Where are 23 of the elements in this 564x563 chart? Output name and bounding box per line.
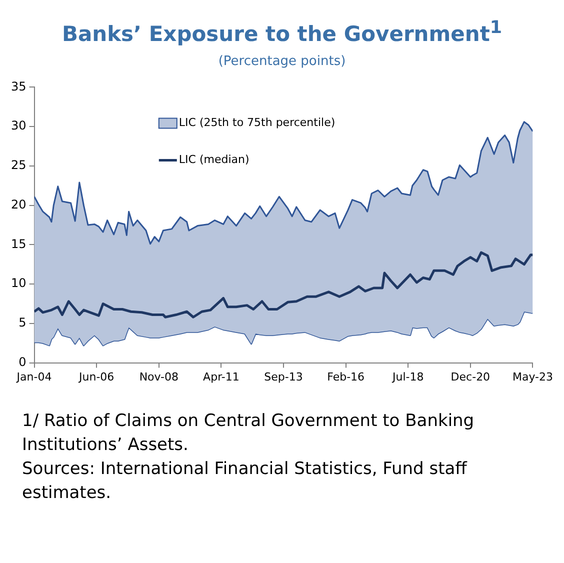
chart-subtitle: (Percentage points) [217,54,347,69]
source-note: Sources: International Financial Statistics, Fund staff estimates. [22,458,468,505]
y-tick-label: 0 [18,354,26,369]
x-tick-label: Sep-13 [264,370,303,384]
y-tick-label: 20 [10,197,26,212]
x-tick-label: Jan-04 [16,370,52,384]
legend-label: LIC (median) [178,153,250,166]
y-tick-label: 5 [18,316,26,330]
text: 1/ Ratio of Claims on Central Government to Banking Institutions’ Assets. [22,410,476,457]
x-tick-label: Nov-08 [139,370,178,384]
x-tick-label: Dec-20 [450,370,490,384]
x-tick-label: Jul-18 [392,370,424,384]
x-tick-label: Feb-16 [327,370,365,384]
x-tick-label: Apr-11 [203,370,240,384]
y-tick-label: 35 [10,79,26,94]
x-tick-label: May-23 [512,370,553,384]
y-tick-label: 15 [10,236,26,251]
chart-title: Banks’ Exposure to the Government$^{1}$ [60,18,504,46]
x-tick-label: Jun-06 [78,370,114,384]
legend-label: LIC (25th to 75th percentile) [178,116,336,130]
y-tick-label: 30 [10,118,26,133]
y-tick-label: 25 [10,158,26,172]
y-tick-label: 10 [10,276,26,290]
